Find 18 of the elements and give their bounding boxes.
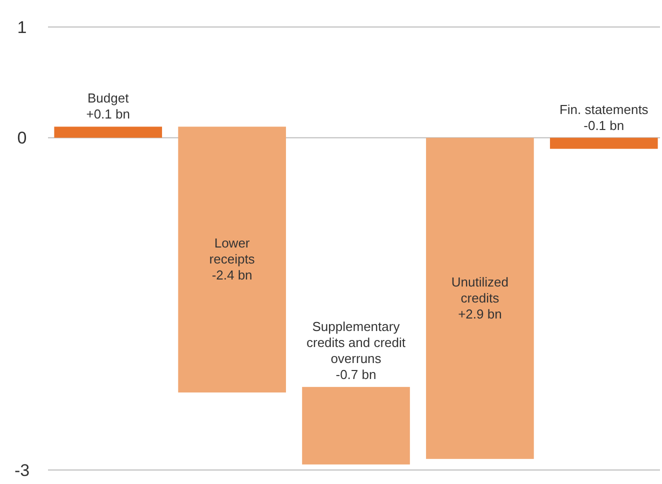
y-tick-label: 1	[17, 18, 27, 37]
data-label: +0.1 bn	[86, 106, 130, 122]
bar	[302, 386, 410, 464]
x-tick-label: Supplementary credits and credit overruns	[306, 318, 406, 366]
x-tick-label: Lower receipts	[209, 236, 256, 267]
bar	[178, 126, 286, 392]
data-label: -0.7 bn	[336, 366, 376, 382]
x-tick-label: Budget	[88, 90, 130, 106]
data-label: -2.4 bn	[212, 268, 252, 283]
x-tick-label: Unutilized credits	[451, 274, 508, 306]
bar	[426, 138, 534, 459]
bar	[550, 138, 658, 149]
y-tick-label: 0	[17, 128, 27, 148]
data-label: -0.1 bn	[584, 118, 624, 133]
bar	[54, 126, 162, 138]
y-tick-label: -3	[14, 460, 30, 480]
data-label: +2.9 bn	[458, 306, 502, 322]
x-tick-label: Fin. statements	[559, 102, 649, 117]
